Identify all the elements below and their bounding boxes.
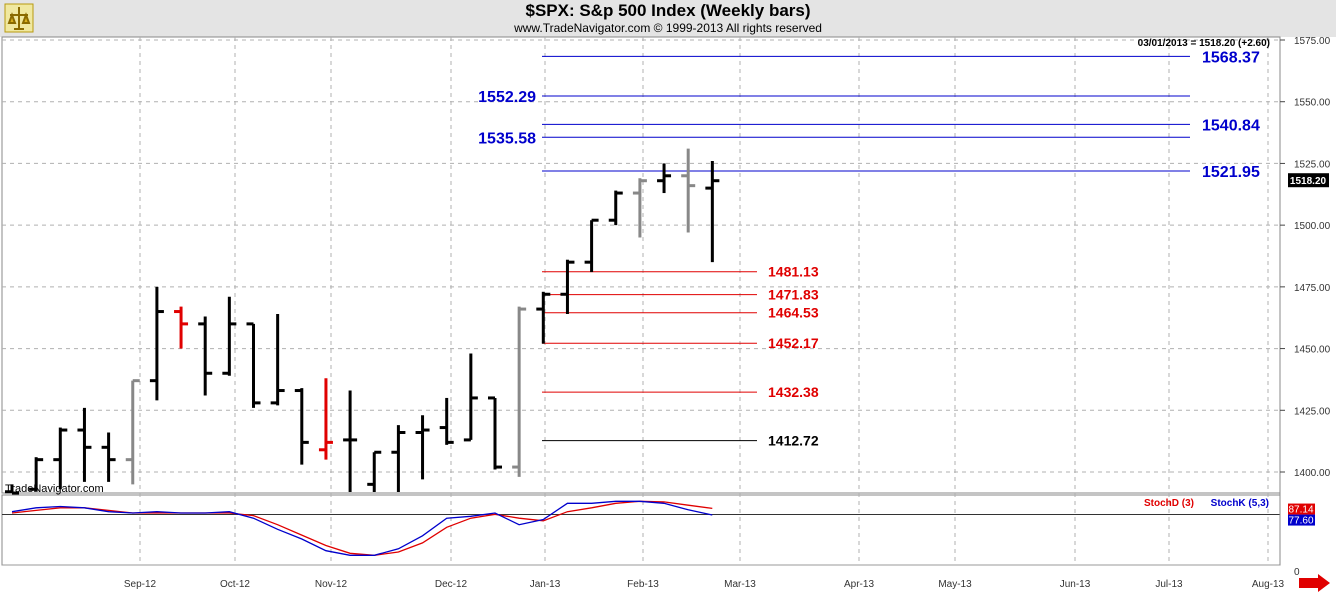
price-tick-label: 1575.00 [1294, 36, 1331, 47]
current-price-label: 1518.20 [1290, 176, 1327, 187]
month-tick-label: Sep-12 [124, 579, 157, 590]
stoch-k-value-tag [1288, 514, 1315, 526]
month-tick-label: Nov-12 [315, 579, 348, 590]
month-tick-label: Jun-13 [1060, 579, 1091, 590]
chart-title: $SPX: S&p 500 Index (Weekly bars) [525, 1, 811, 20]
current-price-tag [1288, 173, 1329, 188]
ohlc-bar [270, 314, 285, 406]
ohlc-bar [536, 291, 551, 344]
month-tick-label: Mar-13 [724, 579, 756, 590]
ohlc-bar [222, 296, 237, 376]
level-label: 1568.37 [1202, 49, 1260, 66]
ohlc-bar [439, 397, 454, 445]
ohlc-bar [367, 450, 382, 492]
ohlc-bar [5, 484, 19, 495]
price-tick-label: 1425.00 [1294, 406, 1331, 417]
level-label: 1540.84 [1202, 117, 1260, 134]
month-tick-label: Apr-13 [844, 579, 874, 590]
level-label: 1471.83 [768, 287, 819, 303]
ohlc-bar [391, 425, 406, 492]
ohlc-bar [53, 427, 68, 490]
price-tick-label: 1550.00 [1294, 98, 1331, 109]
month-tick-label: Jan-13 [530, 579, 561, 590]
level-label: 1481.13 [768, 264, 819, 280]
ohlc-bar [681, 148, 696, 233]
chart-grid [1, 36, 1281, 566]
ohlc-bar [29, 457, 44, 492]
level-label: 1552.29 [478, 89, 536, 106]
stoch-d-value-tag [1288, 503, 1315, 515]
ohlc-bar [77, 407, 92, 482]
ohlc-bar [246, 322, 261, 408]
price-tick-label: 1525.00 [1294, 159, 1331, 170]
price-tick-label: 1400.00 [1294, 468, 1331, 479]
ohlc-bar [512, 306, 527, 477]
ohlc-bar [657, 163, 672, 194]
price-tick-label: 1450.00 [1294, 345, 1331, 356]
ohlc-bar [101, 432, 116, 482]
stoch-d-legend: StochD (3) [1144, 498, 1194, 509]
month-tick-label: May-13 [938, 579, 972, 590]
level-label: 1412.72 [768, 433, 819, 449]
ohlc-bar [294, 388, 309, 465]
scroll-right-arrow-icon[interactable] [1299, 574, 1330, 592]
month-tick-label: Dec-12 [435, 579, 468, 590]
ohlc-bar [560, 259, 575, 315]
chart-subtitle: www.TradeNavigator.com © 1999-2013 All r… [514, 21, 822, 35]
level-label: 1521.95 [1202, 164, 1260, 181]
month-tick-label: Feb-13 [627, 579, 659, 590]
ohlc-bar [463, 353, 478, 442]
ohlc-bar [415, 415, 430, 480]
stoch-k-legend: StochK (5,3) [1211, 498, 1269, 509]
level-lines: 1568.37 1552.29 1540.84 1535.58 1521.95 1481.… [478, 49, 1260, 448]
ohlc-bar [705, 160, 720, 263]
ohlc-bar [488, 396, 502, 470]
tradenavigator-logo-icon [4, 3, 34, 33]
stoch-k-line [11, 500, 713, 556]
level-label: 1452.17 [768, 335, 819, 351]
chart-header: $SPX: S&p 500 Index (Weekly bars) www.Tr… [0, 0, 1336, 37]
date-price-readout: 03/01/2013 = 1518.20 (+2.60) [1138, 38, 1270, 49]
chart-axes: Sep-12 Oct-12 Nov-12 Dec-12 Jan-13 Feb-13 Mar-… [124, 36, 1331, 590]
price-tick-label: 1475.00 [1294, 283, 1331, 294]
ohlc-bar [125, 379, 140, 485]
ohlc-bar [632, 178, 647, 238]
ohlc-bar [343, 390, 358, 492]
ohlc-bar [174, 306, 189, 349]
ohlc-bar [198, 316, 213, 396]
stoch-d-line [11, 500, 713, 556]
level-label: 1535.58 [478, 130, 536, 147]
stoch-zero-label: 0 [1294, 567, 1300, 578]
price-tick-label: 1500.00 [1294, 221, 1331, 232]
ohlc-bars [5, 148, 720, 495]
stoch-k-value: 77.60 [1288, 516, 1313, 527]
month-tick-label: Jul-13 [1155, 579, 1183, 590]
watermark: TradeNavigator.com [5, 483, 104, 495]
ohlc-bar [608, 190, 623, 226]
month-tick-label: Aug-13 [1252, 579, 1285, 590]
ohlc-bar [584, 218, 599, 273]
ohlc-bar [149, 286, 164, 401]
stochastic-panel-frame [1, 494, 1281, 566]
level-label: 1432.38 [768, 384, 819, 400]
stoch-d-value: 87.14 [1288, 505, 1313, 516]
level-label: 1464.53 [768, 305, 819, 321]
ohlc-bar [318, 378, 333, 460]
price-panel-frame [1, 36, 1281, 494]
month-tick-label: Oct-12 [220, 579, 250, 590]
